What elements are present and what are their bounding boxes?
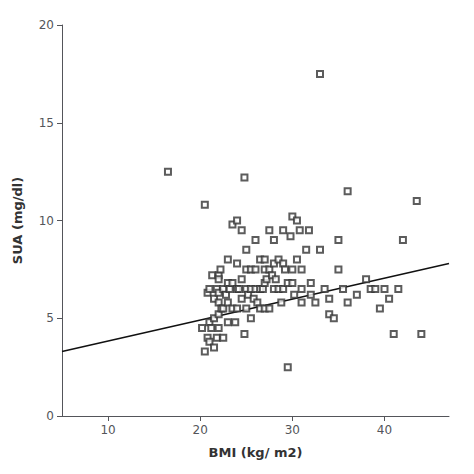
- svg-text:10: 10: [100, 423, 115, 437]
- svg-text:20: 20: [39, 18, 54, 32]
- svg-text:10: 10: [39, 214, 54, 228]
- svg-text:0: 0: [46, 409, 54, 423]
- svg-text:SUA (mg/dl): SUA (mg/dl): [10, 177, 25, 264]
- svg-text:30: 30: [285, 423, 300, 437]
- svg-text:40: 40: [377, 423, 392, 437]
- svg-text:20: 20: [193, 423, 208, 437]
- svg-text:BMI (kg/ m2): BMI (kg/ m2): [209, 445, 303, 460]
- svg-text:5: 5: [46, 311, 54, 325]
- svg-text:15: 15: [39, 116, 54, 130]
